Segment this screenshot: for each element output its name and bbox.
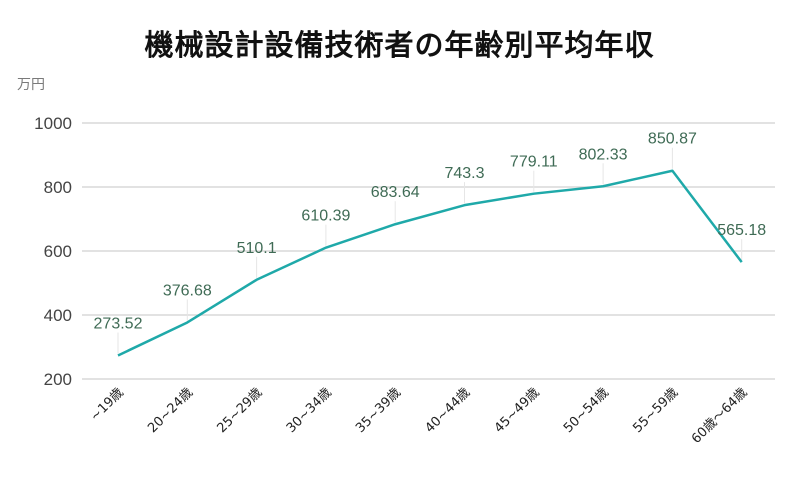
- y-tick-label: 800: [44, 178, 72, 197]
- data-label: 273.52: [94, 315, 143, 332]
- data-label: 683.64: [371, 184, 420, 201]
- x-tick-label: ~19歳: [88, 385, 127, 424]
- x-tick-label: 40~44歳: [422, 385, 473, 436]
- x-tick-label: 30~34歳: [284, 385, 335, 436]
- y-tick-label: 200: [44, 370, 72, 389]
- y-tick-label: 600: [44, 242, 72, 261]
- chart-title: 機械設計設備技術者の年齢別平均年収: [144, 28, 655, 62]
- data-label-leaders: [117, 147, 743, 354]
- x-axis-ticks: ~19歳 20~24歳 25~29歳 30~34歳 35~39歳 40~44歳 45~49歳…: [88, 385, 751, 447]
- data-label: 850.87: [648, 131, 697, 148]
- data-label: 779.11: [510, 154, 558, 171]
- y-axis-ticks: 200 400 600 800 1000: [34, 114, 72, 389]
- y-tick-label: 1000: [34, 114, 72, 133]
- x-tick-label: 35~39歳: [353, 385, 404, 436]
- data-label: 610.39: [301, 208, 350, 225]
- data-label: 565.18: [717, 222, 766, 239]
- data-label: 510.1: [237, 240, 277, 257]
- data-label: 802.33: [579, 146, 628, 163]
- y-axis-unit-label: 万円: [17, 77, 45, 93]
- data-label: 376.68: [163, 282, 212, 299]
- gridlines: [82, 122, 775, 380]
- x-tick-label: 20~24歳: [145, 385, 196, 436]
- x-tick-label: 50~54歳: [561, 385, 612, 436]
- x-tick-label: 45~49歳: [492, 385, 543, 436]
- data-label: 743.3: [444, 165, 484, 182]
- x-tick-label: 55~59歳: [630, 385, 681, 436]
- x-tick-label: 60歳～64歳: [689, 385, 751, 447]
- data-labels: 273.52 376.68 510.1 610.39 683.64 743.3 779.11…: [94, 131, 767, 333]
- x-tick-label: 25~29歳: [215, 385, 266, 436]
- y-tick-label: 400: [44, 306, 72, 325]
- series-line: [117, 169, 743, 357]
